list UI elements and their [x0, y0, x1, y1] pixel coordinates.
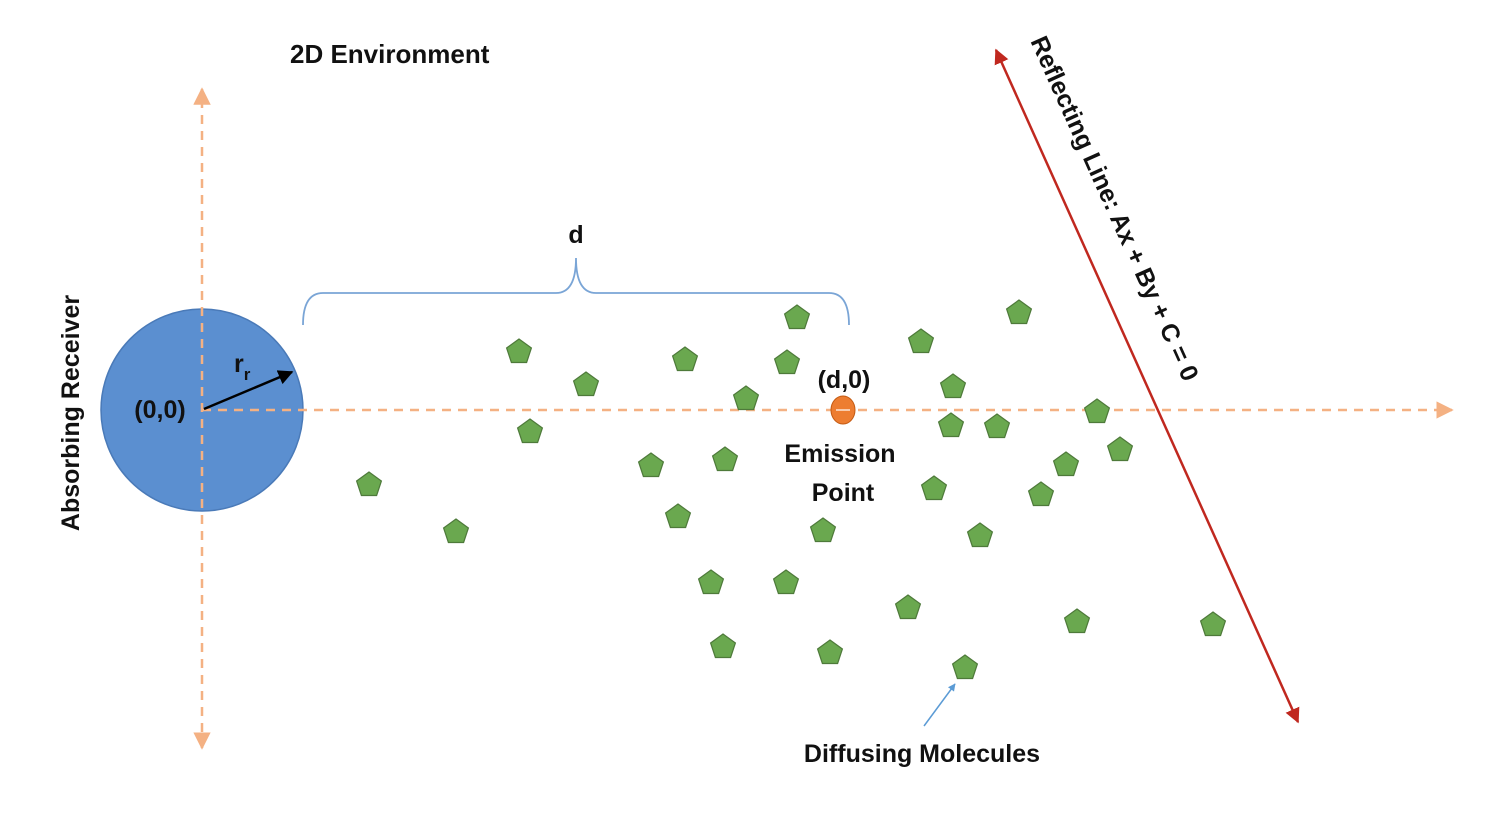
molecule-6	[907, 328, 935, 354]
radius-label: rr	[234, 350, 251, 384]
molecule-24	[966, 522, 994, 548]
molecule-25	[697, 569, 725, 595]
molecule-3	[505, 338, 533, 364]
reflecting-line	[994, 48, 1300, 724]
molecule-4	[671, 346, 699, 372]
molecule-15	[711, 446, 739, 472]
molecule-23	[809, 517, 837, 543]
reflecting-line-label: Reflecting Line: Ax + By + C = 0	[1025, 32, 1204, 385]
diagram-title: 2D Environment	[290, 39, 490, 69]
molecule-21	[442, 518, 470, 544]
distance-label: d	[568, 221, 583, 249]
radius-symbol: r	[234, 350, 244, 378]
emission-coord-label: (d,0)	[818, 366, 871, 394]
molecule-22	[664, 503, 692, 529]
molecule-2	[1005, 299, 1033, 325]
radius-subscript: r	[244, 365, 251, 384]
molecule-30	[709, 633, 737, 659]
radius-arrow	[203, 370, 294, 411]
molecule-11	[516, 418, 544, 444]
molecule-32	[951, 654, 979, 680]
molecule-7	[572, 371, 600, 397]
molecule-8	[732, 385, 760, 411]
molecule-17	[1052, 451, 1080, 477]
molecule-20	[1027, 481, 1055, 507]
distance-brace	[302, 257, 850, 326]
receiver-label: Absorbing Receiver	[57, 295, 85, 531]
emission-label-line1: Emission	[784, 440, 895, 468]
origin-label: (0,0)	[134, 396, 185, 424]
molecule-12	[937, 412, 965, 438]
emission-label-line2: Point	[812, 479, 875, 507]
molecule-10	[1083, 398, 1111, 424]
molecule-31	[816, 639, 844, 665]
molecule-27	[894, 594, 922, 620]
molecules-pointer-arrow	[923, 683, 956, 727]
molecules-label: Diffusing Molecules	[804, 740, 1040, 768]
molecule-26	[772, 569, 800, 595]
molecule-28	[1063, 608, 1091, 634]
molecule-14	[637, 452, 665, 478]
molecule-1	[783, 304, 811, 330]
molecule-16	[1106, 436, 1134, 462]
molecule-13	[983, 413, 1011, 439]
molecule-5	[773, 349, 801, 375]
molecule-18	[355, 471, 383, 497]
molecule-19	[920, 475, 948, 501]
molecule-29	[1199, 611, 1227, 637]
molecule-9	[939, 373, 967, 399]
molecules-group	[355, 299, 1227, 680]
